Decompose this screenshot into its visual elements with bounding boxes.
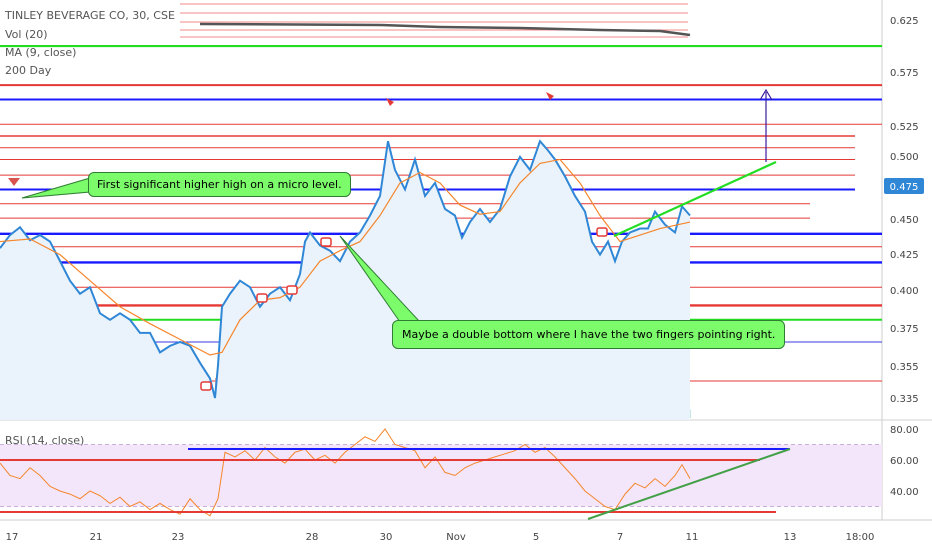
time-tick-label: Nov	[446, 532, 466, 543]
price-tick-label: 0.625	[890, 16, 919, 27]
price-tick-label: 0.450	[890, 215, 919, 226]
rsi-tick-label: 80.00	[890, 425, 919, 436]
time-tick-label: 28	[306, 532, 319, 543]
last-price-label: 0.475	[890, 182, 919, 193]
rsi-line	[0, 428, 691, 517]
support-trendline	[613, 160, 777, 238]
flag-icon	[546, 92, 554, 100]
rsi-trendline	[587, 448, 791, 520]
price-area	[0, 141, 690, 420]
pointing-finger-icon	[320, 237, 332, 247]
day200-line	[199, 22, 691, 37]
legend-ma[interactable]: MA (9, close)	[5, 46, 77, 59]
time-tick-label: 7	[617, 532, 623, 543]
price-tick-label: 0.400	[890, 286, 919, 297]
price-line	[0, 139, 691, 399]
pointing-finger-icon	[200, 381, 212, 391]
last-price-badge	[884, 178, 924, 194]
legend-symbol[interactable]: TINLEY BEVERAGE CO, 30, CSE	[5, 9, 175, 22]
pointing-finger-icon	[286, 285, 298, 295]
ma-line	[0, 158, 691, 356]
price-tick-label: 0.500	[890, 152, 919, 163]
rsi-tick-label: 60.00	[890, 456, 919, 467]
time-tick-label: 23	[172, 532, 185, 543]
time-tick-label: 18:00	[846, 532, 875, 543]
price-tick-label: 0.335	[890, 394, 919, 405]
flag-icon	[386, 98, 394, 106]
price-tick-label: 0.575	[890, 68, 919, 79]
target-arrow-head	[759, 88, 773, 101]
time-tick-label: 17	[6, 532, 19, 543]
rsi-tick-label: 40.00	[890, 487, 919, 498]
callout-double-bottom: Maybe a double bottom where I have the t…	[392, 320, 786, 349]
price-tick-label: 0.375	[890, 324, 919, 335]
legend-200day[interactable]: 200 Day	[5, 64, 52, 77]
time-tick-label: 30	[380, 532, 393, 543]
time-tick-label: 13	[784, 532, 797, 543]
price-tick-label: 0.525	[890, 122, 919, 133]
callout-higher-high: First significant higher high on a micro…	[88, 172, 351, 197]
time-tick-label: 5	[533, 532, 539, 543]
pointing-finger-icon	[256, 293, 268, 303]
price-tick-label: 0.425	[890, 250, 919, 261]
time-tick-label: 11	[686, 532, 699, 543]
time-tick-label: 21	[90, 532, 103, 543]
price-tick-label: 0.355	[890, 362, 919, 373]
rsi-band	[0, 444, 882, 507]
down-arrow-icon	[8, 178, 20, 186]
legend-rsi[interactable]: RSI (14, close)	[5, 434, 85, 447]
legend-vol[interactable]: Vol (20)	[5, 28, 48, 41]
pointing-finger-icon	[596, 227, 608, 237]
